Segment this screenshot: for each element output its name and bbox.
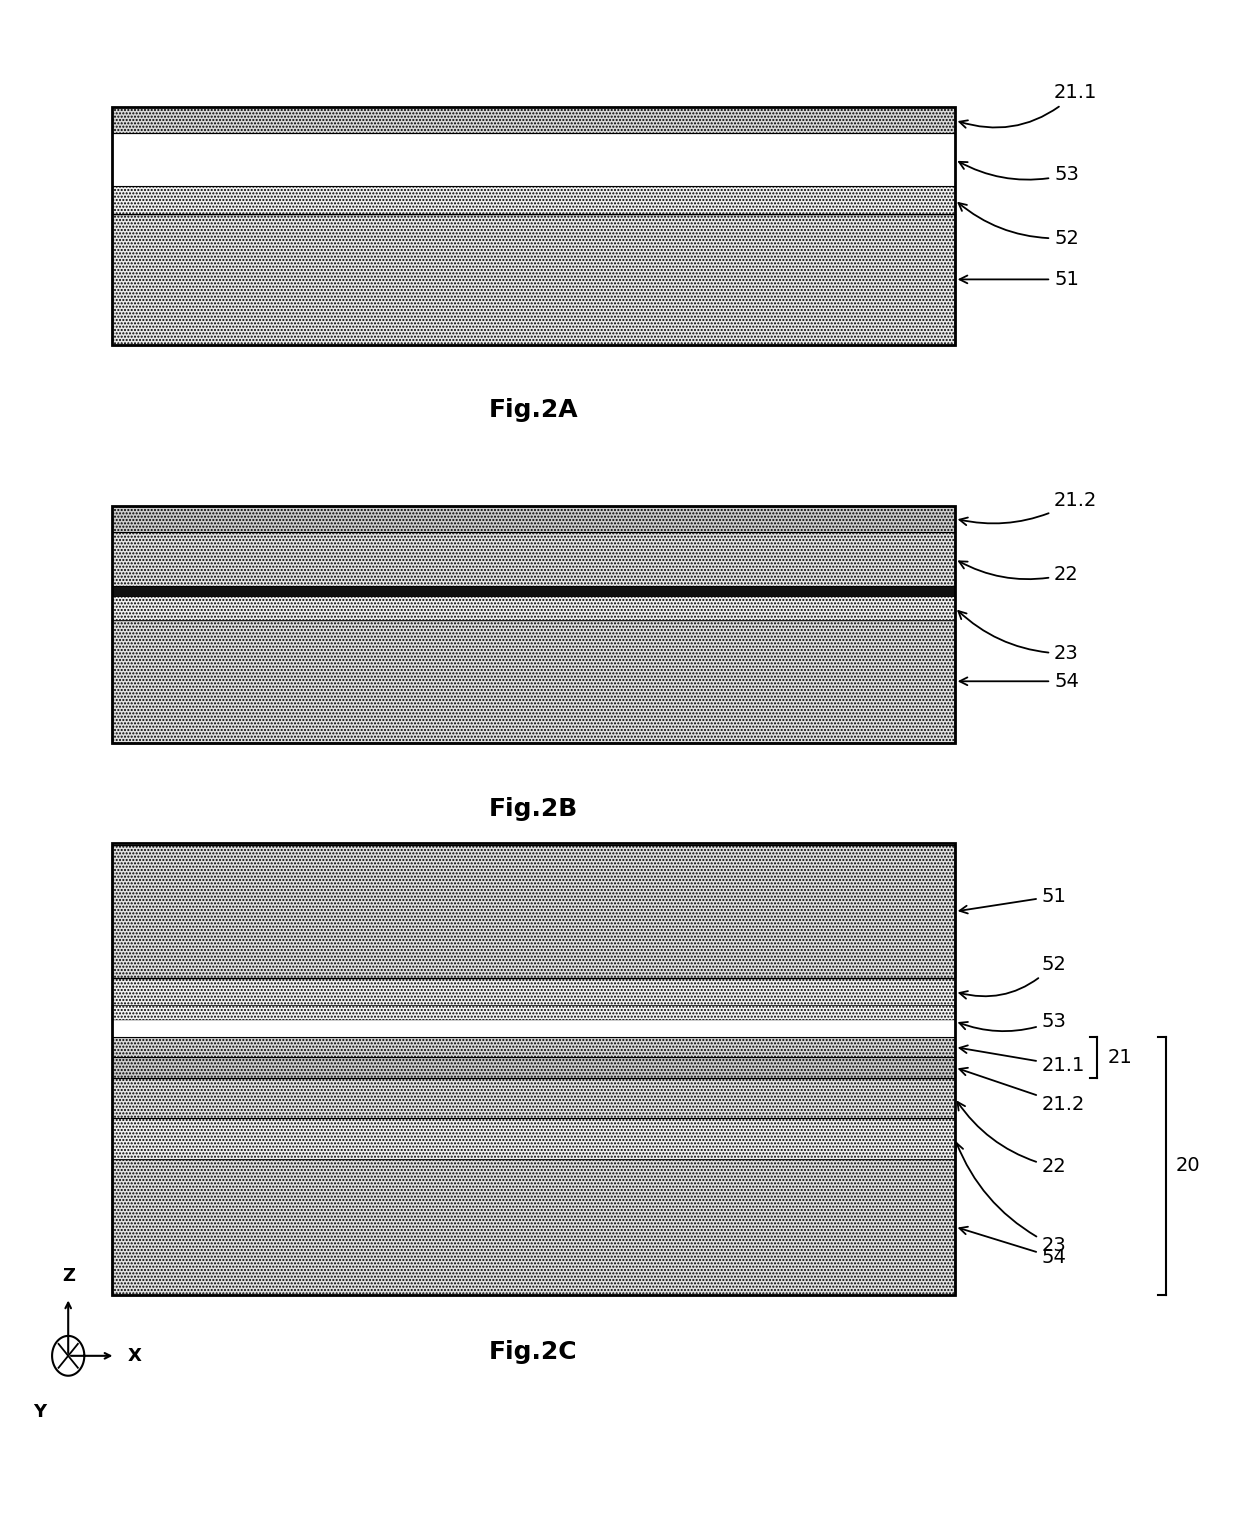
Text: 20: 20 [1176, 1157, 1200, 1175]
Text: 22: 22 [957, 1102, 1066, 1177]
Text: Fig.2A: Fig.2A [489, 398, 578, 423]
Bar [112, 619, 955, 743]
Bar [112, 587, 955, 596]
Bar [112, 107, 955, 133]
Bar [112, 1005, 955, 1037]
Bar [112, 1158, 955, 1295]
Bar [112, 843, 955, 1295]
Text: Y: Y [32, 1403, 46, 1422]
Text: Fig.2C: Fig.2C [489, 1340, 578, 1365]
Text: 21: 21 [1107, 1048, 1132, 1066]
Text: X: X [128, 1347, 141, 1365]
Bar [112, 1005, 955, 1019]
Text: 54: 54 [960, 1227, 1066, 1267]
Text: 52: 52 [959, 202, 1079, 248]
Text: Z: Z [62, 1267, 74, 1285]
Bar [112, 596, 955, 619]
Text: 54: 54 [960, 671, 1079, 691]
Text: 53: 53 [959, 162, 1079, 184]
Bar [112, 185, 955, 214]
Bar [112, 532, 955, 587]
Text: 22: 22 [959, 561, 1079, 584]
Bar [112, 506, 955, 743]
Text: 52: 52 [960, 954, 1066, 999]
Text: 21.1: 21.1 [960, 1045, 1085, 1075]
Text: Fig.2B: Fig.2B [489, 797, 578, 821]
Text: 51: 51 [960, 270, 1079, 290]
Bar [112, 107, 955, 345]
Text: 21.2: 21.2 [960, 490, 1097, 525]
Text: 51: 51 [960, 887, 1066, 913]
Text: 21.1: 21.1 [960, 83, 1097, 127]
Bar [112, 1037, 955, 1057]
Text: 23: 23 [959, 611, 1079, 663]
Bar [112, 1057, 955, 1077]
Bar [112, 979, 955, 1005]
Text: 53: 53 [960, 1011, 1066, 1031]
Bar [112, 133, 955, 185]
Bar [112, 844, 955, 979]
Bar [112, 1077, 955, 1118]
Bar [112, 214, 955, 345]
Text: 21.2: 21.2 [960, 1068, 1085, 1114]
Bar [112, 1118, 955, 1158]
Bar [112, 506, 955, 532]
Text: 23: 23 [956, 1143, 1066, 1255]
